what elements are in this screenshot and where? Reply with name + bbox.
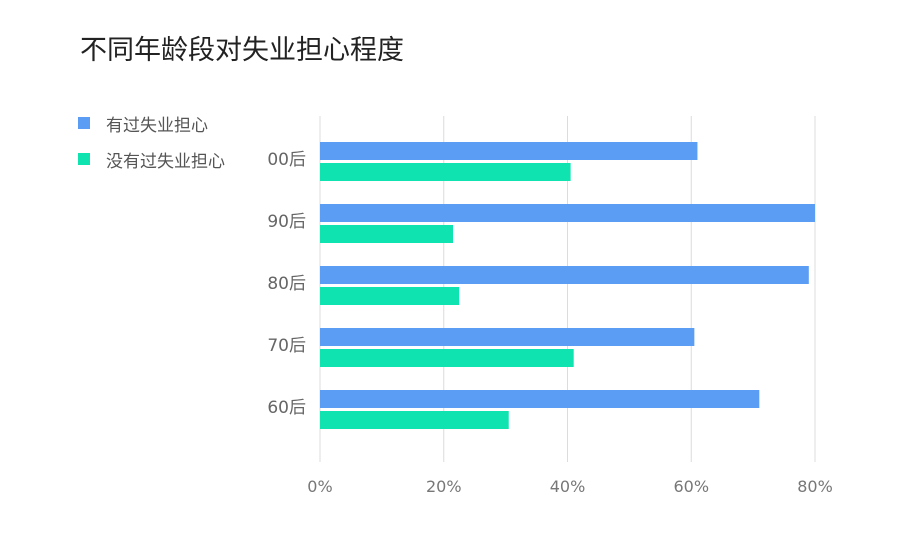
bar-not-worried: [320, 349, 574, 367]
bar-not-worried: [320, 411, 509, 429]
legend-item-worried: 有过失业担心: [78, 112, 225, 136]
y-category-label: 70后: [267, 336, 306, 356]
bar-worried: [320, 142, 698, 160]
x-tick-label: 0%: [307, 477, 332, 496]
bar-worried: [320, 266, 809, 284]
legend-label-worried: 有过失业担心: [106, 115, 208, 136]
y-category-label: 60后: [267, 398, 306, 418]
legend-swatch-worried: [78, 117, 90, 129]
y-category-label: 80后: [267, 274, 306, 294]
bar-worried: [320, 328, 695, 346]
chart-title: 不同年龄段对失业担心程度: [80, 35, 404, 66]
x-tick-label: 80%: [797, 477, 833, 496]
bar-not-worried: [320, 287, 460, 305]
bar-worried: [320, 204, 815, 222]
legend: 有过失业担心 没有过失业担心: [78, 112, 225, 184]
legend-label-not-worried: 没有过失业担心: [106, 151, 225, 172]
legend-item-not-worried: 没有过失业担心: [78, 148, 225, 172]
y-category-label: 00后: [267, 150, 306, 170]
y-category-label: 90后: [267, 212, 306, 232]
bar-not-worried: [320, 163, 571, 181]
x-tick-label: 40%: [550, 477, 586, 496]
bar-worried: [320, 390, 760, 408]
legend-swatch-not-worried: [78, 153, 90, 165]
x-tick-label: 20%: [426, 477, 462, 496]
bar-not-worried: [320, 225, 454, 243]
x-tick-label: 60%: [673, 477, 709, 496]
